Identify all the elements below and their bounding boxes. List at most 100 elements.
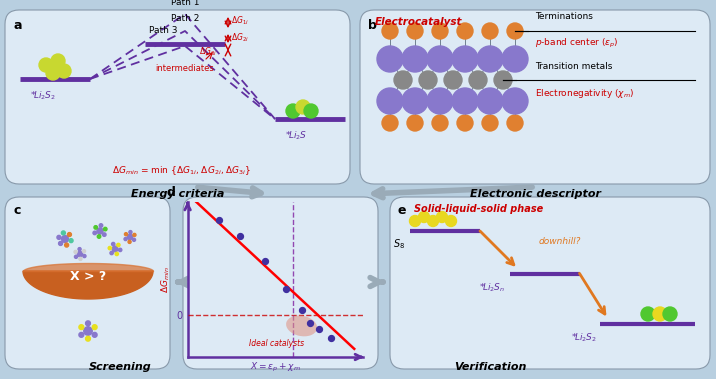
Circle shape: [86, 336, 90, 341]
Circle shape: [64, 243, 69, 247]
Circle shape: [402, 88, 428, 114]
Text: $*\!Li_2S$: $*\!Li_2S$: [285, 129, 307, 141]
Circle shape: [112, 243, 115, 246]
Circle shape: [104, 227, 107, 231]
Circle shape: [74, 251, 77, 254]
Circle shape: [57, 64, 71, 78]
Circle shape: [410, 216, 420, 227]
Point: [304, 320, 316, 326]
Circle shape: [77, 251, 82, 257]
Text: $S_8$: $S_8$: [393, 237, 405, 251]
Circle shape: [62, 235, 69, 243]
Circle shape: [69, 239, 73, 243]
Text: c: c: [13, 204, 20, 217]
Circle shape: [457, 23, 473, 39]
Circle shape: [108, 246, 112, 250]
Circle shape: [74, 255, 77, 258]
Circle shape: [477, 88, 503, 114]
Text: $\Delta G_{3i}$: $\Delta G_{3i}$: [199, 46, 217, 58]
Circle shape: [663, 307, 677, 321]
Circle shape: [482, 115, 498, 131]
Circle shape: [128, 240, 131, 243]
Circle shape: [132, 238, 135, 241]
Circle shape: [117, 243, 120, 247]
FancyBboxPatch shape: [5, 197, 170, 369]
Text: downhill?: downhill?: [539, 236, 581, 246]
Circle shape: [394, 71, 412, 89]
Circle shape: [92, 325, 97, 330]
Text: a: a: [14, 19, 22, 32]
Circle shape: [79, 257, 82, 260]
Text: $\Delta G_{2i}$: $\Delta G_{2i}$: [231, 32, 249, 44]
Circle shape: [67, 233, 72, 236]
Circle shape: [432, 23, 448, 39]
Ellipse shape: [286, 316, 317, 336]
Text: Terminations: Terminations: [535, 12, 593, 21]
FancyBboxPatch shape: [360, 10, 710, 184]
Text: $*\!Li_2S_2$: $*\!Li_2S_2$: [571, 331, 597, 343]
Text: Path 3: Path 3: [149, 26, 178, 35]
Circle shape: [115, 252, 118, 255]
Text: Path 1: Path 1: [170, 0, 199, 7]
Circle shape: [97, 235, 101, 238]
Text: Path 2: Path 2: [171, 14, 199, 23]
Point: [296, 307, 307, 313]
Circle shape: [79, 332, 84, 337]
Text: b: b: [368, 19, 377, 32]
Text: intermediates: intermediates: [155, 64, 214, 73]
Circle shape: [93, 231, 97, 235]
Circle shape: [59, 241, 62, 246]
Circle shape: [84, 327, 92, 335]
Circle shape: [119, 248, 122, 252]
Circle shape: [502, 46, 528, 72]
Circle shape: [419, 71, 437, 89]
FancyBboxPatch shape: [5, 10, 350, 184]
X-axis label: $X = \epsilon_p + \chi_m$: $X = \epsilon_p + \chi_m$: [250, 361, 301, 374]
Circle shape: [502, 88, 528, 114]
Text: Electronegativity ($\chi_m$): Electronegativity ($\chi_m$): [535, 87, 634, 100]
Circle shape: [377, 46, 403, 72]
Circle shape: [127, 234, 132, 240]
Circle shape: [382, 115, 398, 131]
Circle shape: [469, 71, 487, 89]
Circle shape: [382, 23, 398, 39]
Circle shape: [79, 325, 84, 330]
Point: [314, 326, 325, 332]
FancyBboxPatch shape: [183, 197, 378, 369]
FancyBboxPatch shape: [390, 197, 710, 369]
Point: [259, 258, 271, 264]
Circle shape: [129, 230, 132, 234]
Point: [235, 233, 246, 239]
Circle shape: [94, 226, 97, 229]
Circle shape: [82, 250, 85, 253]
Circle shape: [437, 211, 448, 222]
Circle shape: [51, 54, 65, 68]
Circle shape: [477, 46, 503, 72]
Circle shape: [641, 307, 655, 321]
Circle shape: [452, 88, 478, 114]
Point: [326, 335, 337, 341]
Text: d: d: [167, 185, 175, 199]
Circle shape: [78, 247, 81, 251]
Circle shape: [444, 71, 462, 89]
Text: $*\!Li_2S_2$: $*\!Li_2S_2$: [30, 89, 56, 102]
Circle shape: [112, 246, 118, 252]
Y-axis label: $\Delta G_{min}$: $\Delta G_{min}$: [160, 266, 173, 293]
Circle shape: [102, 233, 106, 236]
Text: $p$-band center ($\epsilon_p$): $p$-band center ($\epsilon_p$): [535, 37, 619, 50]
Circle shape: [407, 115, 423, 131]
Point: [213, 217, 225, 223]
Circle shape: [296, 100, 310, 114]
Circle shape: [402, 46, 428, 72]
Polygon shape: [23, 271, 153, 299]
Circle shape: [507, 23, 523, 39]
Text: Energy criteria: Energy criteria: [131, 189, 225, 199]
Circle shape: [124, 238, 127, 241]
Circle shape: [482, 23, 498, 39]
Text: $\Delta G_{min}$ = min {$\Delta G_{1i}$, $\Delta G_{2i}$, $\Delta G_{3i}$}: $\Delta G_{min}$ = min {$\Delta G_{1i}$,…: [112, 164, 252, 177]
Circle shape: [39, 58, 53, 72]
Circle shape: [92, 332, 97, 337]
Circle shape: [407, 23, 423, 39]
Circle shape: [133, 233, 136, 236]
Circle shape: [427, 46, 453, 72]
